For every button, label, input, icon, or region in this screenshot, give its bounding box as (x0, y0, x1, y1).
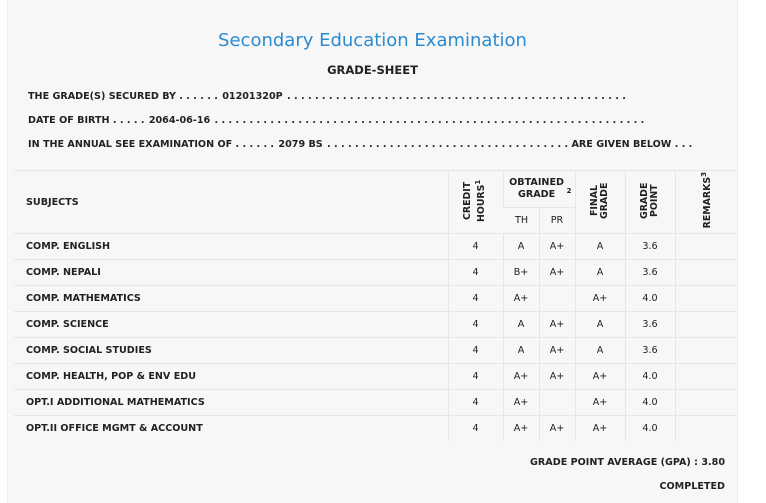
header-obtained-grade: OBTAINED GRADE 2 (502, 170, 575, 208)
subject-cell: COMP. NEPALI (14, 259, 448, 286)
gpa-summary: GRADE POINT AVERAGE (GPA) : 3.80 (530, 457, 725, 468)
final-grade-cell: A (574, 259, 625, 286)
theory-grade-cell: A+ (502, 389, 539, 416)
practical-grade-cell: A+ (538, 233, 575, 260)
grade-point-cell: 3.6 (624, 311, 675, 338)
credit-hours-cell: 4 (447, 389, 503, 416)
final-grade-cell: A+ (574, 389, 625, 416)
grades-table: SUBJECTS CREDIT HOURS1 OBTAINED GRADE 2 F… (14, 170, 736, 441)
credit-hours-cell: 4 (447, 259, 503, 286)
credit-hours-cell: 4 (447, 233, 503, 260)
dob-label: DATE OF BIRTH . . . . . (28, 115, 145, 126)
final-grade-cell: A (574, 337, 625, 364)
header-pr: PR (538, 207, 575, 234)
final-grade-cell: A+ (574, 415, 625, 441)
credit-hours-cell: 4 (447, 285, 503, 312)
grade-point-cell: 3.6 (624, 337, 675, 364)
theory-grade-cell: A+ (502, 285, 539, 312)
exam-label: IN THE ANNUAL SEE EXAMINATION OF . . . .… (28, 139, 275, 150)
page-title: Secondary Education Examination (218, 30, 527, 51)
subject-cell: COMP. SCIENCE (14, 311, 448, 338)
remarks-cell (674, 363, 736, 390)
subject-cell: COMP. SOCIAL STUDIES (14, 337, 448, 364)
grade-sheet-panel: Secondary Education Examination GRADE-SH… (7, 0, 738, 503)
subject-cell: COMP. HEALTH, POP & ENV EDU (14, 363, 448, 390)
table-row: COMP. HEALTH, POP & ENV EDU 4 A+ A+ A+ 4.0 (14, 363, 736, 390)
header-grade-point: GRADE POINT (624, 170, 675, 234)
dob-line: DATE OF BIRTH . . . . . 2064-06-16 . . .… (28, 115, 717, 126)
remarks-cell (674, 259, 736, 286)
table-row: COMP. SOCIAL STUDIES 4 A A+ A 3.6 (14, 337, 736, 364)
practical-grade-cell: A+ (538, 311, 575, 338)
credit-hours-cell: 4 (447, 311, 503, 338)
table-row: COMP. MATHEMATICS 4 A+ A+ 4.0 (14, 285, 736, 312)
exam-suffix: ARE GIVEN BELOW . . . (571, 139, 693, 150)
secured-label: THE GRADE(S) SECURED BY . . . . . . (28, 91, 218, 102)
credit-hours-cell: 4 (447, 363, 503, 390)
final-grade-cell: A+ (574, 363, 625, 390)
exam-year: 2079 BS (278, 139, 323, 150)
dob-value: 2064-06-16 (148, 115, 211, 126)
header-th: TH (503, 207, 539, 234)
remarks-cell (674, 389, 736, 416)
grade-point-cell: 4.0 (624, 415, 675, 441)
table-row: OPT.II OFFICE MGMT & ACCOUNT 4 A+ A+ A+ 4.0 (14, 415, 736, 441)
credit-hours-cell: 4 (447, 415, 503, 441)
remarks-cell (674, 415, 736, 441)
practical-grade-cell: A+ (538, 363, 575, 390)
header-remarks: REMARKS3 (674, 170, 736, 234)
theory-grade-cell: A (502, 337, 539, 364)
table-row: COMP. ENGLISH 4 A A+ A 3.6 (14, 233, 736, 260)
dot-leader: . . . . . . . . . . . . . . . . . . . . … (327, 139, 569, 150)
exam-line: IN THE ANNUAL SEE EXAMINATION OF . . . .… (28, 139, 717, 150)
final-grade-cell: A (574, 233, 625, 260)
dot-leader: . . . . . . . . . . . . . . . . . . . . … (287, 91, 626, 102)
remarks-cell (674, 311, 736, 338)
theory-grade-cell: A+ (502, 415, 539, 441)
practical-grade-cell: A+ (538, 337, 575, 364)
subject-cell: COMP. ENGLISH (14, 233, 448, 260)
header-credit-hours: CREDIT HOURS1 (447, 170, 503, 234)
header-final-grade: FINAL GRADE (574, 170, 625, 234)
theory-grade-cell: A+ (502, 363, 539, 390)
theory-grade-cell: B+ (502, 259, 539, 286)
table-row: COMP. NEPALI 4 B+ A+ A 3.6 (14, 259, 736, 286)
remarks-cell (674, 337, 736, 364)
header-subjects: SUBJECTS (14, 170, 448, 234)
symbol-number: 01201320P (222, 91, 283, 102)
page-subtitle: GRADE-SHEET (327, 63, 418, 77)
practical-grade-cell (538, 389, 575, 416)
grade-point-cell: 3.6 (624, 259, 675, 286)
table-row: COMP. SCIENCE 4 A A+ A 3.6 (14, 311, 736, 338)
result-status: COMPLETED (659, 481, 725, 492)
subject-cell: OPT.I ADDITIONAL MATHEMATICS (14, 389, 448, 416)
remarks-cell (674, 233, 736, 260)
theory-grade-cell: A (502, 311, 539, 338)
practical-grade-cell: A+ (538, 415, 575, 441)
subject-cell: COMP. MATHEMATICS (14, 285, 448, 312)
practical-grade-cell: A+ (538, 259, 575, 286)
remarks-cell (674, 285, 736, 312)
credit-hours-cell: 4 (447, 337, 503, 364)
final-grade-cell: A+ (574, 285, 625, 312)
grade-point-cell: 4.0 (624, 389, 675, 416)
grade-point-cell: 4.0 (624, 363, 675, 390)
table-row: OPT.I ADDITIONAL MATHEMATICS 4 A+ A+ 4.0 (14, 389, 736, 416)
final-grade-cell: A (574, 311, 625, 338)
subject-cell: OPT.II OFFICE MGMT & ACCOUNT (14, 415, 448, 441)
theory-grade-cell: A (502, 233, 539, 260)
grade-point-cell: 4.0 (624, 285, 675, 312)
secured-by-line: THE GRADE(S) SECURED BY . . . . . . 0120… (28, 91, 717, 102)
practical-grade-cell (538, 285, 575, 312)
grade-point-cell: 3.6 (624, 233, 675, 260)
dot-leader: . . . . . . . . . . . . . . . . . . . . … (214, 115, 645, 126)
